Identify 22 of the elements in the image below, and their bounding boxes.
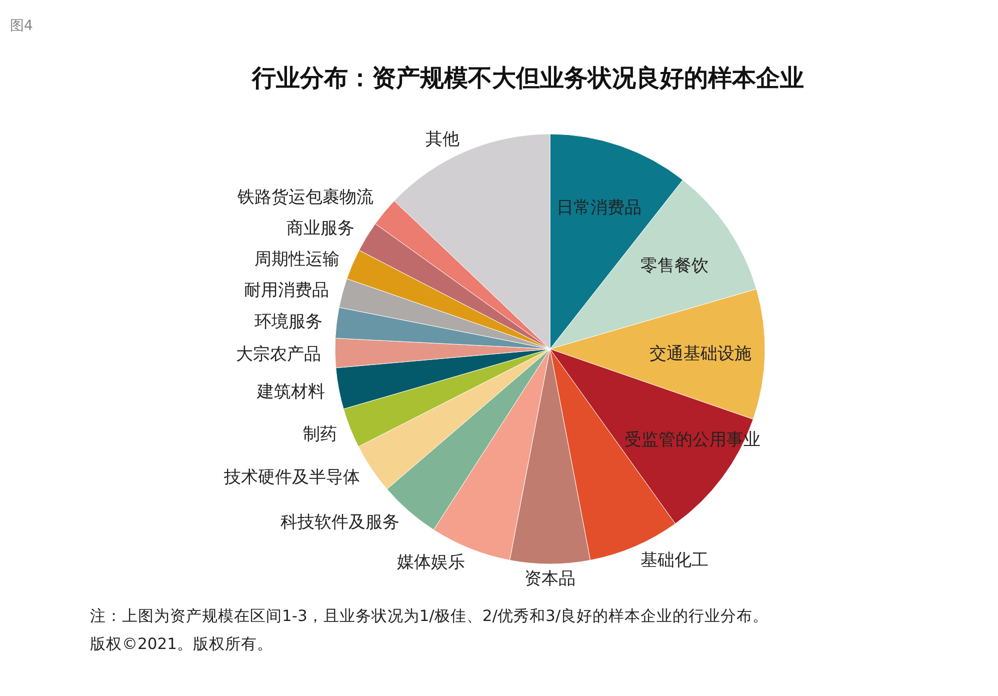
slice-label: 环境服务 [254, 312, 323, 331]
slice-label: 基础化工 [640, 550, 708, 569]
slice-label: 建筑材料 [256, 382, 325, 401]
slice-label: 受监管的公用事业 [624, 429, 761, 448]
text: 注：上图为资产规模在区间1-3，且业务状况为1/极佳、2/优秀和3/良好的样本企业的行业分布。 [90, 607, 769, 625]
slice-label: 交通基础设施 [649, 343, 752, 362]
slice-label: 科技软件及服务 [280, 512, 400, 532]
slice-label: 周期性运输 [254, 248, 340, 268]
slice-label: 大宗农产品 [236, 344, 322, 363]
slice-label: 零售餐饮 [640, 255, 709, 274]
slice-label: 资本品 [524, 568, 576, 588]
slice-label: 技术硬件及半导体 [222, 467, 360, 486]
slice-label: 铁路货运包裹物流 [236, 186, 374, 206]
slice-label: 日常消费品 [556, 197, 642, 216]
chart-title: 行业分布：资产规模不大但业务状况良好的样本企业 [251, 64, 804, 92]
slice-label: 其他 [426, 129, 460, 148]
text: 版权©2021。版权所有。 [90, 635, 273, 653]
caption: 图4 [10, 18, 33, 34]
slice-label: 制药 [303, 424, 338, 443]
slice-label: 商业服务 [286, 218, 355, 237]
slice-label: 耐用消费品 [244, 280, 329, 299]
slice-label: 媒体娱乐 [397, 552, 466, 572]
